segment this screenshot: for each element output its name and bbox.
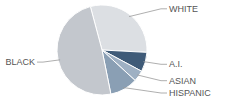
labels: WHITE A.I. ASIAN HISPANIC BLACK (5, 4, 211, 98)
leader-line (137, 75, 167, 81)
slice-label: A.I. (169, 59, 183, 69)
slice-label: ASIAN (169, 76, 196, 86)
slice-label: BLACK (5, 57, 35, 67)
slice-label: HISPANIC (169, 88, 211, 98)
slices (57, 5, 147, 95)
slice-label: WHITE (169, 4, 198, 14)
leader-line (129, 9, 167, 17)
leader-line (143, 62, 167, 65)
leader-line (123, 88, 167, 94)
leader-line (37, 60, 60, 62)
pie-slice (57, 7, 111, 95)
chart: WHITE A.I. ASIAN HISPANIC BLACK (0, 0, 240, 100)
